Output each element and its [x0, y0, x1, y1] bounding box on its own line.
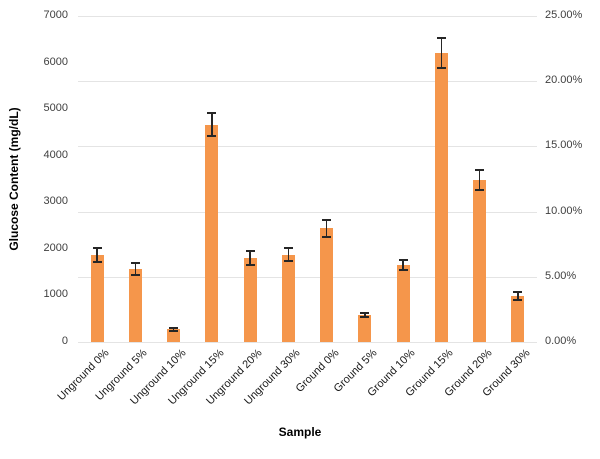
bar-ground-30 [511, 296, 525, 342]
error-bar [325, 219, 328, 237]
bar-ground-10 [396, 264, 410, 342]
error-bar [211, 112, 213, 137]
y-tick-label: 4000 [43, 148, 68, 161]
error-bar [402, 259, 404, 270]
error-bar-cap [245, 249, 255, 252]
bar-ground-0 [320, 228, 334, 342]
error-bar-cap [436, 37, 446, 40]
error-bar [249, 250, 251, 265]
error-bar [364, 313, 366, 318]
right-tick-label: 10.00% [545, 204, 583, 217]
error-bar-cap [513, 290, 523, 293]
y-tick-label: 1000 [43, 288, 68, 301]
y-tick-label: 7000 [43, 9, 68, 21]
gridline [78, 211, 537, 213]
error-bar-cap [513, 299, 523, 302]
error-bar-cap [322, 235, 332, 238]
error-bar-cap [169, 330, 179, 333]
error-bar [478, 170, 481, 190]
error-bar [172, 327, 175, 332]
error-bar-cap [92, 260, 102, 263]
y-tick-label: 6000 [43, 55, 68, 68]
bar-unground-10 [167, 329, 181, 342]
bar-ground-15 [434, 53, 448, 342]
error-bar-cap [436, 67, 446, 70]
y-tick-label: 0 [61, 335, 68, 347]
gridline [78, 81, 537, 83]
error-bar [440, 38, 443, 69]
right-tick-label: 20.00% [545, 74, 583, 87]
error-bar [96, 247, 98, 262]
right-tick-label: 5.00% [545, 269, 577, 282]
right-tick-label: 15.00% [545, 139, 583, 152]
error-bar [134, 262, 137, 275]
gridline [78, 16, 537, 17]
bar-unground-5 [128, 268, 142, 342]
error-bar-cap [283, 260, 293, 263]
error-bar-cap [130, 261, 140, 264]
bar-ground-20 [473, 179, 487, 342]
plot-area [78, 16, 537, 343]
error-bar-cap [475, 188, 485, 191]
error-bar-cap [322, 218, 332, 221]
right-tick-label: 25.00% [545, 9, 583, 21]
y-axis-title: Glucose Content (mg/dL) [7, 107, 21, 251]
error-bar-cap [207, 135, 217, 138]
error-bar-cap [360, 316, 370, 319]
bar-ground-5 [358, 315, 372, 342]
bar-unground-30 [281, 254, 295, 342]
error-bar-cap [130, 273, 140, 276]
error-bar-cap [92, 246, 102, 249]
error-bar-cap [398, 268, 408, 271]
error-bar [287, 247, 290, 262]
error-bar [517, 291, 519, 301]
y-tick-label: 2000 [43, 241, 68, 254]
y-tick-label: 3000 [43, 195, 68, 208]
error-bar-cap [245, 263, 255, 266]
error-bar-cap [207, 111, 217, 114]
error-bar-cap [169, 326, 179, 329]
gridline [78, 342, 537, 343]
bar-unground-0 [90, 254, 104, 342]
error-bar-cap [360, 312, 370, 315]
error-bar-cap [398, 258, 408, 261]
bar-unground-15 [205, 124, 219, 342]
error-bar-cap [475, 169, 485, 172]
x-axis-title: Sample [278, 425, 322, 439]
right-tick-label: 0.00% [545, 335, 577, 347]
error-bar-cap [283, 246, 293, 249]
bar-unground-20 [243, 257, 257, 342]
gridline [78, 276, 537, 278]
gridline [78, 146, 537, 148]
y-tick-label: 5000 [43, 102, 68, 115]
